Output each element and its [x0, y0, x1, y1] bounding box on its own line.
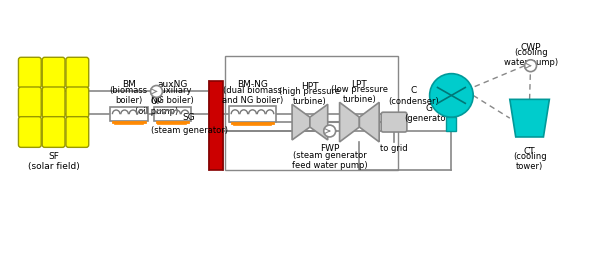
Text: SF
(solar field): SF (solar field) [28, 152, 79, 171]
Text: (auxiliary
NG boiler): (auxiliary NG boiler) [151, 86, 194, 105]
FancyBboxPatch shape [19, 57, 41, 88]
Text: (dual biomass
and NG boiler): (dual biomass and NG boiler) [222, 86, 283, 105]
Text: to grid: to grid [380, 144, 408, 153]
FancyBboxPatch shape [19, 117, 41, 147]
Circle shape [430, 74, 473, 117]
Text: CWP: CWP [520, 44, 541, 52]
Text: (condenser): (condenser) [388, 97, 439, 106]
Text: SG: SG [183, 113, 196, 122]
FancyBboxPatch shape [381, 112, 407, 132]
Bar [110, 107, 148, 121]
Bar [225, 56, 398, 170]
FancyBboxPatch shape [42, 117, 65, 147]
Text: (high pressure
turbine): (high pressure turbine) [280, 87, 340, 106]
Text: (steam generator
feed water pump): (steam generator feed water pump) [292, 151, 368, 170]
Text: C: C [410, 86, 417, 95]
Text: BM-NG: BM-NG [237, 80, 268, 89]
Text: (low pressure
turbine): (low pressure turbine) [331, 85, 388, 104]
FancyBboxPatch shape [42, 87, 65, 118]
FancyBboxPatch shape [66, 57, 89, 88]
Text: (biomass
boiler): (biomass boiler) [110, 86, 148, 105]
Polygon shape [292, 104, 310, 140]
Text: CT: CT [524, 147, 535, 156]
Circle shape [324, 125, 335, 137]
Polygon shape [310, 104, 328, 140]
Bar [209, 81, 223, 170]
Text: FWP: FWP [320, 144, 340, 153]
Text: G: G [425, 104, 432, 113]
Text: (generator): (generator) [404, 114, 453, 123]
Text: LPT: LPT [352, 80, 367, 89]
FancyBboxPatch shape [66, 117, 89, 147]
FancyBboxPatch shape [42, 57, 65, 88]
Text: auxNG: auxNG [157, 80, 188, 89]
Circle shape [151, 85, 163, 97]
Text: (cooling
tower): (cooling tower) [513, 152, 547, 171]
FancyBboxPatch shape [66, 87, 89, 118]
FancyBboxPatch shape [19, 87, 41, 118]
Text: BM: BM [122, 80, 136, 89]
Text: OP
(oil pump): OP (oil pump) [135, 97, 178, 116]
Bar [446, 117, 457, 131]
Polygon shape [510, 99, 550, 137]
Text: HPT: HPT [301, 82, 319, 91]
Bar [154, 107, 191, 121]
Text: (steam generator): (steam generator) [151, 125, 227, 135]
Circle shape [524, 60, 536, 72]
Polygon shape [359, 102, 379, 142]
Bar [229, 106, 276, 122]
Text: (cooling
water pump): (cooling water pump) [503, 48, 557, 68]
Polygon shape [340, 102, 359, 142]
